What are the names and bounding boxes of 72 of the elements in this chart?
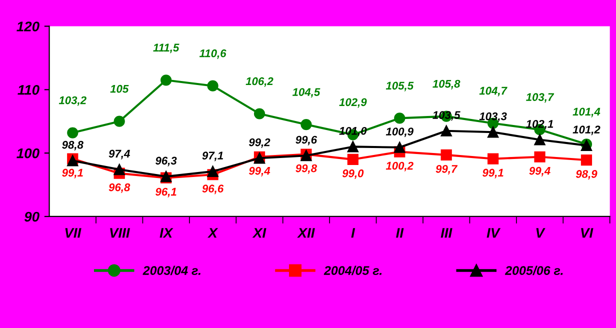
data-label: 98,9	[576, 170, 598, 180]
data-label: 104,7	[479, 86, 508, 96]
point	[580, 154, 592, 166]
point	[394, 142, 406, 153]
data-label: 102,1	[526, 120, 554, 130]
y-tick-label: 100	[16, 148, 40, 158]
legend-label: 2003/04 г.	[142, 266, 200, 276]
data-label: 105	[110, 84, 129, 93]
x-tick-label: IV	[486, 228, 501, 238]
data-label: 98,8	[62, 140, 84, 150]
data-label: 99,4	[248, 166, 270, 176]
x-tick-label: XII	[297, 228, 315, 238]
y-tick-label: 120	[16, 22, 40, 32]
point	[440, 125, 452, 136]
data-label: 100,2	[386, 162, 414, 172]
data-label: 99,1	[62, 168, 83, 178]
data-label: 97,4	[108, 150, 130, 160]
data-label: 99,0	[342, 169, 364, 179]
data-label: 105,5	[386, 82, 414, 92]
legend-label: 2005/06 г.	[504, 266, 563, 276]
legend-label: 2004/05 г.	[324, 266, 382, 276]
data-label: 105,8	[432, 80, 460, 90]
data-label: 99,7	[436, 164, 458, 174]
data-label: 99,6	[296, 136, 318, 146]
point	[534, 134, 546, 146]
point	[254, 108, 266, 120]
data-label: 106,2	[246, 77, 274, 87]
x-tick-label: III	[440, 228, 452, 238]
point	[440, 149, 452, 161]
data-label: 101,4	[572, 108, 600, 118]
data-label: 99,4	[529, 166, 550, 176]
y-tick-label: 90	[24, 212, 40, 222]
data-label: 102,9	[339, 98, 367, 108]
point	[347, 141, 358, 152]
point	[67, 127, 78, 138]
data-label: 101,2	[572, 126, 600, 136]
point	[488, 126, 499, 138]
point	[207, 166, 218, 178]
x-tick-label: VI	[581, 228, 594, 238]
data-label: 110,6	[199, 49, 226, 59]
point	[114, 116, 125, 127]
data-label: 97,1	[202, 152, 223, 162]
x-tick-label: IX	[160, 228, 174, 238]
x-tick-label: X	[208, 228, 218, 238]
point	[534, 151, 546, 162]
x-tick-label: XI	[252, 228, 266, 238]
data-label: 103,7	[526, 93, 554, 103]
x-tick-label: VIII	[110, 228, 130, 238]
point	[300, 118, 312, 130]
point	[160, 74, 172, 86]
data-label: 99,8	[296, 164, 317, 174]
data-label: 96,8	[108, 183, 130, 193]
data-label: 103,3	[479, 112, 507, 122]
y-tick-label: 110	[18, 84, 40, 95]
point	[394, 112, 406, 124]
point	[207, 80, 218, 92]
x-tick-label: VII	[65, 228, 82, 238]
data-label: 103,2	[58, 96, 86, 106]
x-tick-label: I	[351, 228, 356, 238]
data-label: 96,1	[156, 188, 176, 198]
data-label: 96,3	[156, 156, 177, 166]
data-label: 100,9	[386, 128, 414, 138]
data-label: 104,5	[292, 88, 320, 98]
x-tick-label: II	[396, 228, 404, 238]
point	[347, 154, 358, 165]
data-label: 96,6	[202, 184, 224, 194]
data-label: 99,2	[248, 138, 270, 148]
point	[114, 164, 125, 176]
x-tick-label: V	[536, 228, 546, 238]
point	[488, 153, 499, 164]
data-label: 99,1	[482, 168, 504, 178]
data-label: 111,5	[153, 44, 180, 54]
